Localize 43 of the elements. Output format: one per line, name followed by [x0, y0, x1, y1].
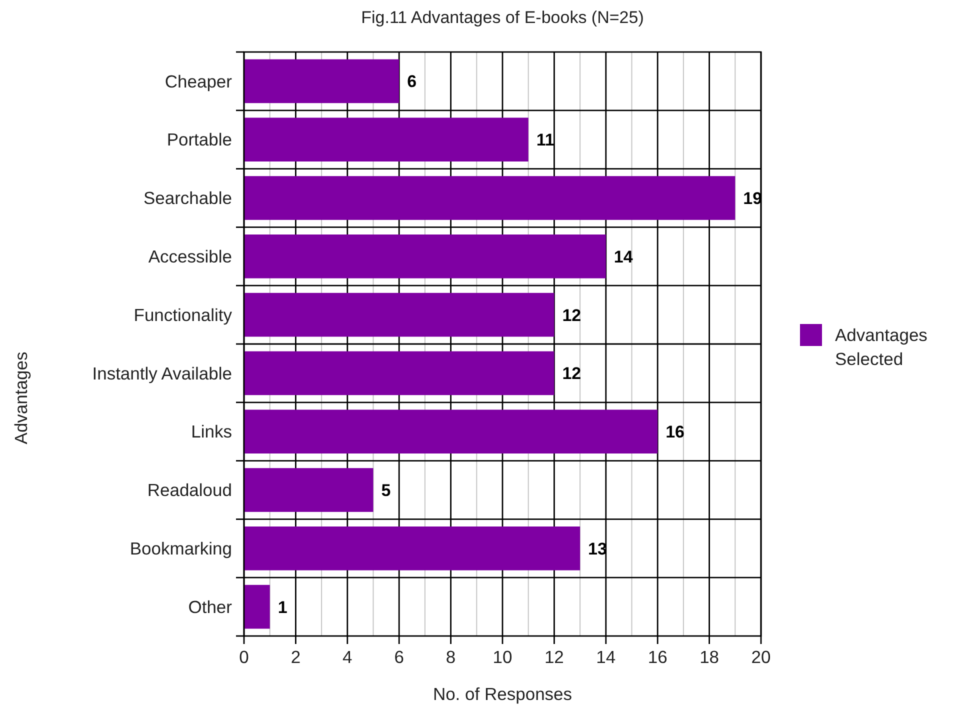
- y-tick-label: Bookmarking: [130, 538, 232, 559]
- y-tick-label: Links: [191, 422, 232, 442]
- x-tick-label: 16: [648, 647, 668, 667]
- y-tick-label: Readaloud: [147, 480, 232, 500]
- bar: [244, 351, 554, 396]
- y-tick-label: Other: [188, 596, 232, 617]
- bar: [244, 292, 554, 337]
- bar: [244, 118, 528, 162]
- x-tick-label: 10: [492, 647, 512, 667]
- legend-label: Advantages Selected: [835, 325, 928, 369]
- bar: [244, 526, 580, 570]
- x-tick-label: 14: [596, 647, 616, 667]
- bar: [244, 410, 658, 454]
- y-tick-label: Functionality: [134, 304, 232, 325]
- x-tick-label: 0: [239, 647, 250, 667]
- data-label: 6: [407, 72, 417, 92]
- x-tick-label: 4: [342, 647, 353, 667]
- y-tick-label: Instantly Available: [92, 363, 232, 384]
- x-tick-label: 6: [394, 647, 404, 667]
- data-label: 5: [381, 480, 391, 500]
- data-label: 12: [562, 306, 582, 325]
- y-tick-label: Cheaper: [164, 71, 232, 92]
- x-tick-label: 20: [751, 647, 771, 667]
- x-tick-label: 8: [446, 647, 456, 667]
- x-tick-label: 18: [700, 647, 720, 667]
- y-tick-label: Searchable: [143, 188, 232, 208]
- y-tick-label: Accessible: [148, 246, 232, 267]
- data-label: 12: [562, 364, 582, 384]
- data-label: 11: [536, 130, 554, 150]
- data-label: 14: [614, 247, 634, 266]
- bar: [244, 234, 606, 278]
- bar: [244, 468, 374, 512]
- bar: [244, 584, 270, 629]
- x-axis-title: No. of Responses: [432, 684, 572, 704]
- x-tick-label: 2: [290, 647, 301, 667]
- x-tick-label: 12: [544, 647, 564, 667]
- y-axis-title: Advantages: [11, 352, 31, 444]
- data-label: 1: [278, 598, 288, 617]
- data-label: 16: [666, 422, 685, 442]
- chart-title: Fig.11 Advantages of E-books (N=25): [361, 8, 644, 27]
- y-tick-label: Portable: [166, 130, 232, 150]
- bar: [244, 176, 736, 220]
- bar: [244, 59, 400, 104]
